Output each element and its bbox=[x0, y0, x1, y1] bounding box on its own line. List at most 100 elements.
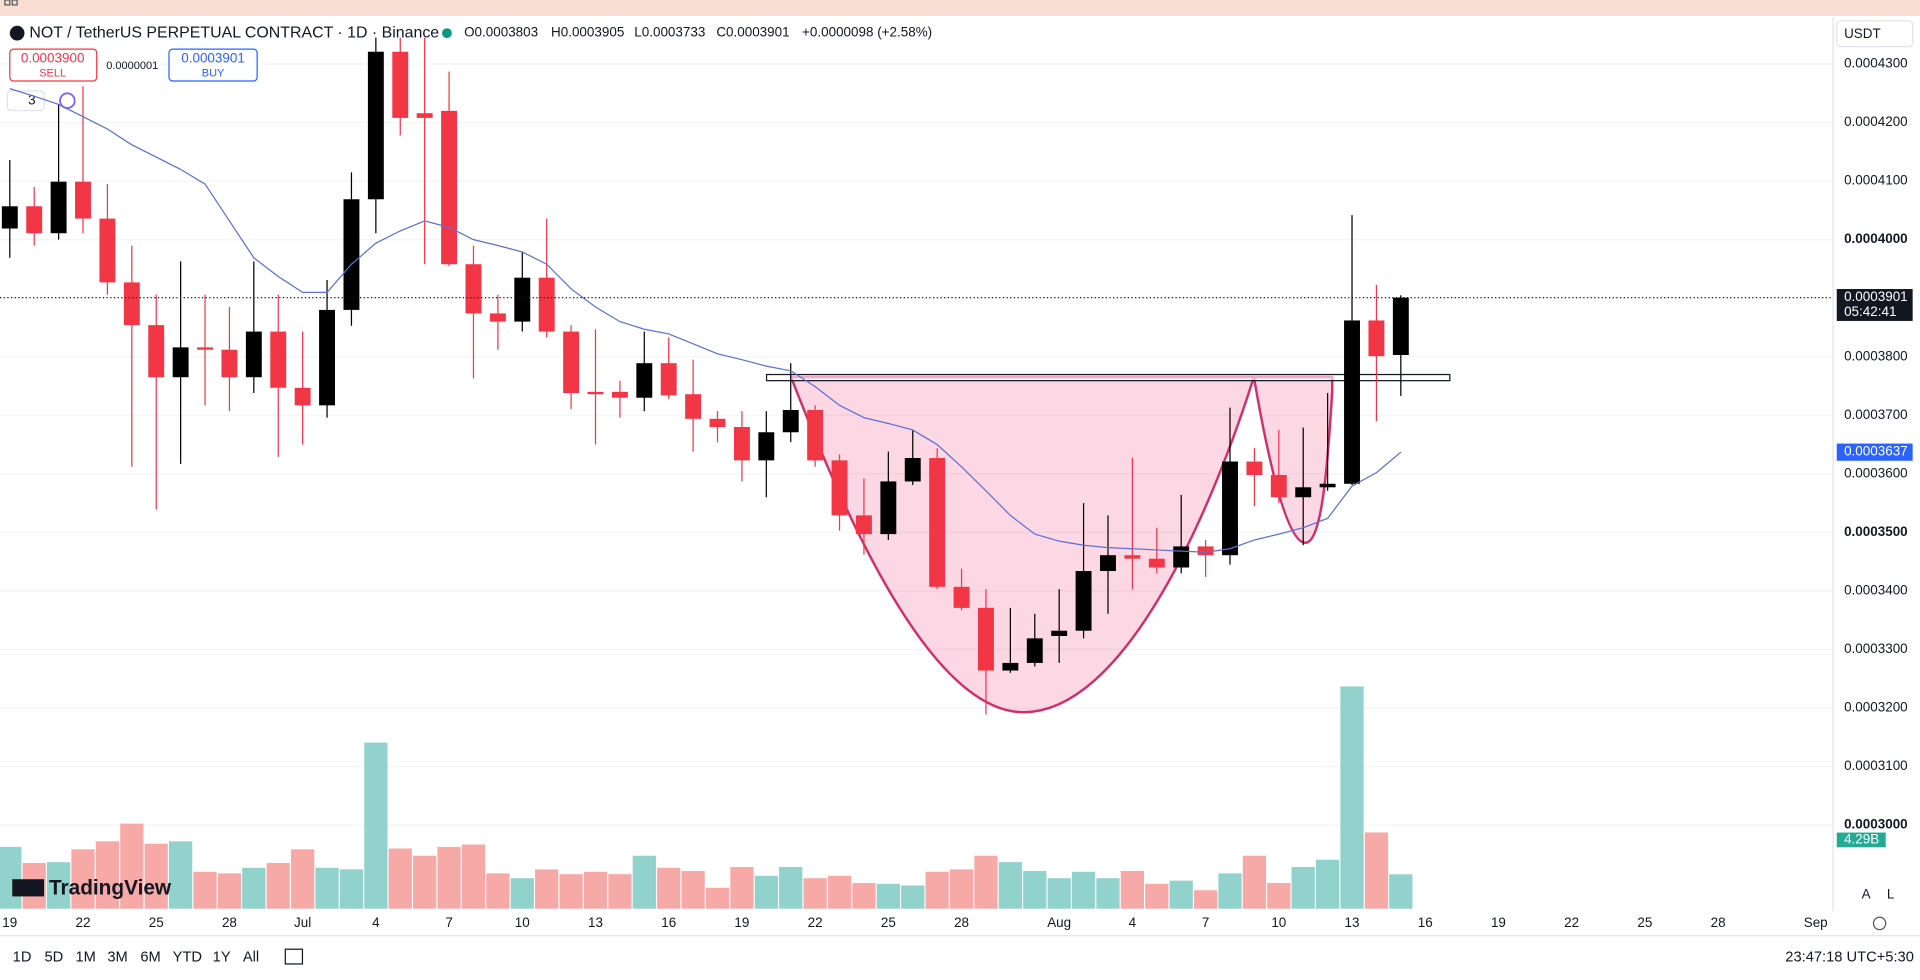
clock: 23:47:18 UTC+5:30 bbox=[1785, 950, 1914, 966]
range-button[interactable]: 1M bbox=[76, 950, 96, 966]
range-button[interactable]: All bbox=[243, 950, 259, 966]
volume-tag-value: 4.29B bbox=[1844, 831, 1879, 846]
currency-select[interactable] bbox=[1836, 20, 1914, 48]
x-tick-label: Aug bbox=[1047, 915, 1071, 930]
range-button[interactable]: 1Y bbox=[213, 950, 231, 966]
y-tick-label: 0.0003100 bbox=[1844, 758, 1908, 773]
volume-bar bbox=[95, 841, 120, 909]
candle-body bbox=[221, 349, 238, 378]
candle-body bbox=[26, 206, 43, 234]
x-tick-label: 16 bbox=[661, 915, 676, 930]
settings-icon[interactable] bbox=[1872, 916, 1887, 931]
candle-body bbox=[465, 264, 482, 314]
x-tick-label: 22 bbox=[1564, 915, 1579, 930]
range-button[interactable]: 6M bbox=[140, 950, 160, 966]
candle-body bbox=[733, 426, 750, 461]
x-tick-label: Jul bbox=[294, 915, 311, 930]
volume-bar bbox=[1267, 883, 1291, 909]
candle-body bbox=[75, 181, 91, 219]
candle-body bbox=[660, 363, 677, 396]
x-tick-label: 19 bbox=[1491, 915, 1506, 930]
candle-body bbox=[538, 277, 555, 332]
x-tick-label: 25 bbox=[149, 915, 164, 930]
candle-body bbox=[978, 607, 994, 671]
volume-bar bbox=[364, 742, 388, 909]
y-tick-label: 0.0003500 bbox=[1844, 524, 1908, 539]
candle-body bbox=[855, 515, 872, 535]
candle-body bbox=[807, 410, 824, 461]
volume-bar bbox=[1047, 878, 1071, 909]
sell-label: SELL bbox=[39, 68, 66, 80]
volume-bar bbox=[266, 862, 290, 909]
volume-bar bbox=[754, 875, 778, 909]
range-button[interactable]: 3M bbox=[107, 950, 127, 966]
x-tick-label: 7 bbox=[445, 915, 452, 930]
candle-body bbox=[563, 331, 580, 394]
log-scale[interactable]: L bbox=[1887, 887, 1895, 902]
auto-scale[interactable]: A bbox=[1862, 887, 1871, 902]
volume-bar bbox=[535, 869, 559, 909]
volume-bar bbox=[925, 871, 949, 909]
top-bar bbox=[0, 0, 1920, 16]
volume-bar bbox=[71, 849, 95, 909]
x-tick-label: 10 bbox=[1271, 915, 1286, 930]
candle-body bbox=[1270, 474, 1287, 498]
sell-button[interactable] bbox=[9, 48, 98, 82]
candle-body bbox=[1100, 555, 1116, 572]
spread: 0.0000001 bbox=[106, 60, 158, 72]
volume-bar bbox=[827, 875, 852, 909]
ohlc-high: H0.0003905 bbox=[551, 25, 624, 40]
volume-bar bbox=[632, 855, 656, 909]
candle-body bbox=[1368, 320, 1385, 357]
date-range-icon[interactable] bbox=[284, 948, 304, 965]
resistance-box bbox=[765, 373, 1451, 382]
volume-bar bbox=[730, 866, 754, 909]
candle-body bbox=[1124, 555, 1141, 559]
price-tag-value: 0.0003901 bbox=[1844, 289, 1908, 304]
volume-bar bbox=[0, 846, 22, 909]
volume-bar bbox=[1291, 866, 1315, 909]
volume-bar bbox=[1169, 880, 1193, 909]
candle-body bbox=[367, 51, 384, 200]
icon bbox=[4, 0, 11, 6]
candle-body bbox=[1148, 558, 1165, 568]
buy-price: 0.0003901 bbox=[181, 50, 245, 65]
icon bbox=[11, 0, 18, 6]
candle-body bbox=[270, 331, 287, 388]
x-tick-label: Sep bbox=[1804, 915, 1828, 930]
candle-body bbox=[343, 199, 360, 310]
x-tick-label: 4 bbox=[372, 915, 380, 930]
x-tick-label: 28 bbox=[222, 915, 237, 930]
volume-bar bbox=[1364, 832, 1389, 909]
volume-bar bbox=[657, 867, 681, 909]
volume-bar bbox=[315, 867, 339, 909]
sell-price: 0.0003900 bbox=[21, 50, 85, 65]
y-tick-label: 0.0003000 bbox=[1844, 817, 1908, 832]
price-tag-countdown: 05:42:41 bbox=[1844, 304, 1896, 319]
indicator-toggle[interactable] bbox=[6, 90, 45, 112]
range-button[interactable]: 5D bbox=[44, 950, 63, 966]
volume-bar bbox=[486, 873, 510, 909]
candle-body bbox=[148, 325, 165, 378]
indicator-count: 3 bbox=[28, 92, 35, 107]
range-button[interactable]: 1D bbox=[13, 950, 32, 966]
sync-icon[interactable] bbox=[59, 92, 76, 109]
candle-body bbox=[1075, 571, 1092, 631]
status-dot bbox=[442, 28, 452, 39]
x-tick-label: 10 bbox=[515, 915, 530, 930]
volume-bar bbox=[1096, 878, 1120, 909]
volume-bar bbox=[1315, 859, 1340, 909]
candle-body bbox=[831, 460, 848, 516]
logo: TradingView bbox=[12, 877, 172, 900]
y-tick-label: 0.0004100 bbox=[1844, 173, 1908, 188]
range-button[interactable]: YTD bbox=[173, 950, 202, 966]
volume-bar bbox=[291, 849, 315, 909]
volume-bar bbox=[1218, 873, 1242, 909]
y-tick-label: 0.0003600 bbox=[1844, 465, 1908, 480]
buy-button[interactable] bbox=[168, 48, 258, 82]
y-tick-label: 0.0003400 bbox=[1844, 582, 1908, 597]
x-tick-label: 13 bbox=[1345, 915, 1360, 930]
volume-bar bbox=[510, 878, 534, 909]
y-tick-label: 0.0003300 bbox=[1844, 641, 1908, 656]
